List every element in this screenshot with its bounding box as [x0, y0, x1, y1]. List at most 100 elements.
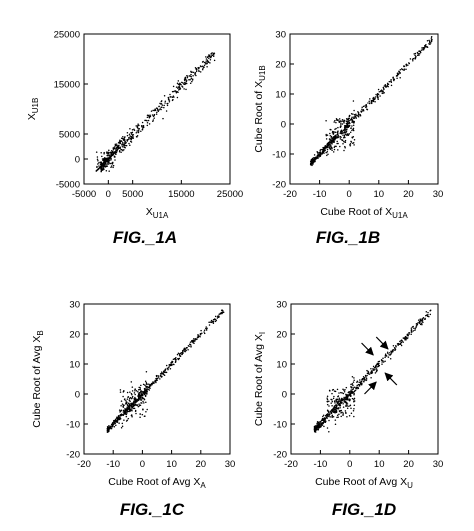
data-point: [390, 352, 393, 354]
panel-fig-1b: -20 -10 0 10 20 30 -20 -10 0 10 20 30 Cube Root of…: [253, 30, 443, 248]
data-point: [326, 397, 328, 399]
data-point: [174, 361, 177, 363]
data-point: [131, 409, 133, 412]
data-point: [365, 379, 367, 382]
data-point: [351, 119, 354, 121]
data-point: [177, 86, 180, 88]
data-point: [336, 133, 339, 136]
data-point: [329, 416, 331, 418]
data-point: [147, 119, 150, 122]
data-point: [353, 116, 355, 118]
data-point: [365, 104, 368, 107]
data-point: [100, 152, 102, 154]
data-point: [345, 395, 347, 397]
y-tick-label: 20: [69, 330, 80, 341]
data-point: [403, 65, 405, 67]
data-point: [166, 367, 169, 369]
data-point: [110, 427, 113, 430]
data-point: [127, 405, 130, 408]
data-point: [164, 371, 166, 373]
data-point: [369, 372, 372, 374]
data-point: [133, 404, 136, 407]
data-point: [136, 127, 139, 129]
data-point: [399, 76, 401, 79]
data-point: [335, 121, 337, 124]
data-point: [148, 123, 151, 125]
data-point: [204, 63, 207, 65]
data-point: [159, 378, 161, 380]
data-point: [337, 398, 339, 401]
data-point: [329, 134, 332, 137]
data-point: [390, 79, 392, 81]
data-point: [119, 142, 122, 144]
data-point: [340, 409, 343, 412]
data-point: [337, 130, 339, 132]
data-point: [328, 431, 330, 433]
data-point: [140, 125, 143, 127]
data-point: [121, 425, 124, 427]
data-point: [384, 83, 387, 86]
data-point: [382, 91, 384, 93]
data-point: [160, 371, 163, 373]
data-point: [322, 148, 325, 150]
data-point: [125, 420, 128, 422]
data-point: [370, 370, 373, 372]
data-point: [164, 100, 167, 103]
data-point: [180, 351, 183, 354]
data-point: [103, 164, 105, 166]
x-tick-label: 15000: [168, 189, 194, 200]
x-axis-label: Cube Root of XU1A: [320, 206, 408, 220]
data-point: [406, 337, 408, 340]
data-point: [422, 318, 424, 320]
data-point: [408, 62, 411, 65]
data-point: [184, 81, 186, 84]
data-point: [349, 144, 352, 147]
data-point: [158, 109, 160, 111]
data-point: [137, 123, 139, 125]
data-point: [322, 146, 324, 149]
data-point: [350, 391, 352, 393]
data-point: [372, 365, 375, 368]
data-point: [147, 386, 150, 389]
data-point: [134, 396, 136, 399]
data-point: [331, 149, 333, 152]
data-point: [334, 400, 336, 402]
data-point: [313, 427, 316, 429]
data-point: [338, 402, 341, 405]
data-point: [185, 79, 188, 82]
data-point: [123, 146, 126, 149]
data-point: [329, 145, 331, 148]
data-point: [98, 162, 100, 164]
data-point: [167, 368, 169, 371]
y-tick-label: 20: [275, 60, 286, 71]
data-point: [356, 380, 359, 383]
data-point: [322, 149, 325, 151]
data-point: [376, 94, 379, 96]
data-point: [335, 127, 337, 130]
data-point: [330, 135, 333, 138]
data-point: [112, 147, 115, 150]
data-point: [343, 396, 345, 399]
data-point: [192, 71, 195, 74]
data-point: [121, 143, 123, 146]
data-point: [352, 410, 355, 412]
data-point: [397, 342, 400, 345]
data-point: [313, 154, 316, 156]
data-point: [110, 165, 113, 167]
data-point: [431, 39, 433, 41]
data-point: [149, 115, 152, 118]
data-point: [400, 344, 403, 347]
data-point: [108, 425, 110, 427]
data-point: [339, 145, 341, 148]
data-point: [326, 403, 329, 406]
data-point: [175, 356, 177, 359]
x-tick-label: -10: [106, 459, 120, 470]
data-point: [131, 415, 133, 418]
data-point: [415, 326, 417, 329]
data-point: [351, 397, 354, 400]
data-point: [348, 405, 350, 407]
data-point: [331, 392, 333, 395]
y-tick-label: 30: [69, 300, 80, 311]
data-point: [162, 117, 164, 120]
data-point: [131, 137, 133, 139]
